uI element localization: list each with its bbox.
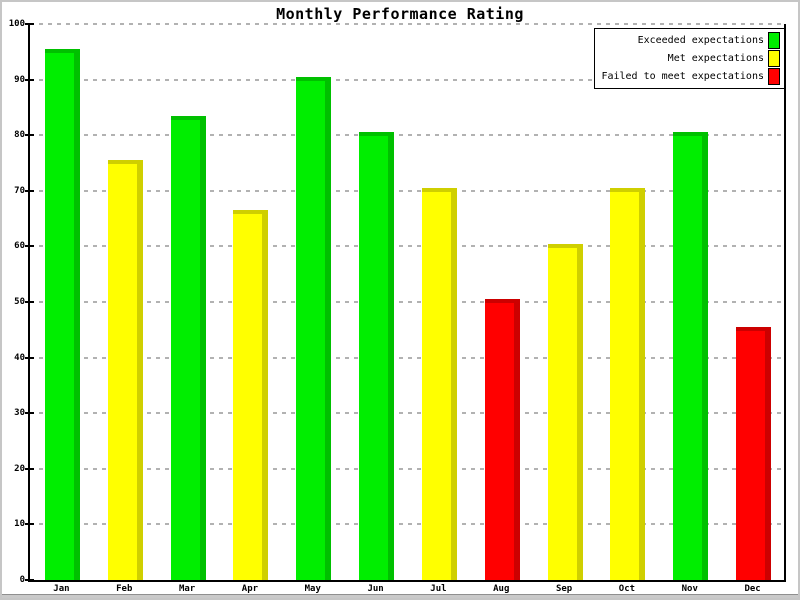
y-tick-30 <box>25 412 34 415</box>
bar-apr <box>233 210 269 580</box>
chart-title: Monthly Performance Rating <box>276 5 524 23</box>
gridline-40 <box>30 356 784 359</box>
x-tick-label-nov: Nov <box>681 584 698 594</box>
bar-shadow-foot <box>576 573 583 580</box>
gridline-60 <box>30 245 784 248</box>
y-tick-label-70: 70 <box>14 185 25 196</box>
y-tick-40 <box>25 356 34 359</box>
legend: Exceeded expectations Met expectations Fai… <box>594 28 785 89</box>
bar-shadow-foot <box>639 573 646 580</box>
x-tick-label-dec: Dec <box>744 584 761 594</box>
bar-shadow-foot <box>765 573 772 580</box>
bottom-frame-strip <box>0 594 800 600</box>
x-tick-label-jul: Jul <box>430 584 447 594</box>
gridline-10 <box>30 523 784 526</box>
y-tick-80 <box>25 134 34 137</box>
legend-item-failed: Failed to meet expectations <box>597 68 780 85</box>
y-tick-label-50: 50 <box>14 297 25 307</box>
y-tick-label-40: 40 <box>14 352 25 363</box>
y-tick-0 <box>25 579 34 581</box>
y-tick-100 <box>25 23 34 25</box>
gridline-50 <box>30 301 784 303</box>
bar-shadow-foot <box>450 573 457 580</box>
bar-feb <box>107 160 143 580</box>
bar-shadow-foot <box>513 573 520 580</box>
bar-shadow-foot <box>199 573 206 580</box>
y-tick-70 <box>25 189 34 192</box>
legend-label: Exceeded expectations <box>637 35 764 46</box>
bar-may <box>296 76 332 580</box>
y-tick-label-20: 20 <box>14 463 25 474</box>
y-tick-60 <box>25 245 34 248</box>
legend-swatch-exceeded <box>768 32 780 49</box>
legend-label: Failed to meet expectations <box>601 71 764 82</box>
y-tick-50 <box>25 301 34 303</box>
gridline-100 <box>30 23 784 25</box>
y-tick-label-80: 80 <box>14 130 25 141</box>
bar-oct <box>610 188 646 580</box>
legend-item-exceeded: Exceeded expectations <box>597 32 780 49</box>
gridline-80 <box>30 134 784 137</box>
bar-dec <box>736 327 772 580</box>
x-tick-label-sep: Sep <box>555 584 573 594</box>
y-tick-label-30: 30 <box>14 408 25 419</box>
bar-shadow-foot <box>73 573 80 580</box>
bar-jul <box>421 188 457 580</box>
bar-shadow-foot <box>136 573 143 580</box>
y-tick-label-0: 0 <box>19 575 25 585</box>
bar-nov <box>673 132 709 580</box>
gridline-20 <box>30 467 784 470</box>
bar-aug <box>484 299 520 580</box>
gridline-30 <box>30 412 784 415</box>
y-tick-label-10: 10 <box>14 519 25 530</box>
x-tick-label-jan: Jan <box>53 584 70 594</box>
x-tick-label-mar: Mar <box>178 584 196 594</box>
y-axis-right <box>784 24 786 582</box>
bar-sep <box>547 243 583 580</box>
y-tick-10 <box>25 523 34 526</box>
y-tick-label-90: 90 <box>14 74 25 85</box>
gridline-90 <box>30 78 784 81</box>
y-tick-90 <box>25 78 34 81</box>
y-tick-label-60: 60 <box>14 241 25 252</box>
x-tick-label-may: May <box>304 584 321 594</box>
y-tick-20 <box>25 467 34 470</box>
bar-shadow-foot <box>262 573 269 580</box>
x-tick-label-aug: Aug <box>493 584 510 594</box>
y-tick-label-100: 100 <box>8 19 25 29</box>
legend-label: Met expectations <box>667 53 764 64</box>
y-axis-left <box>28 24 30 582</box>
x-tick-label-jun: Jun <box>367 584 384 594</box>
x-tick-label-feb: Feb <box>116 584 133 594</box>
legend-swatch-met <box>768 50 780 67</box>
x-axis <box>28 580 786 582</box>
bar-jan <box>44 49 80 580</box>
bar-jun <box>359 132 395 580</box>
bar-shadow-foot <box>702 573 709 580</box>
bar-shadow-foot <box>388 573 395 580</box>
x-tick-label-apr: Apr <box>241 584 259 594</box>
bar-shadow-foot <box>325 573 332 580</box>
bar-mar <box>170 115 206 580</box>
gridline-70 <box>30 189 784 192</box>
x-tick-label-oct: Oct <box>618 584 636 594</box>
legend-item-met: Met expectations <box>597 50 780 67</box>
legend-swatch-failed <box>768 68 780 85</box>
